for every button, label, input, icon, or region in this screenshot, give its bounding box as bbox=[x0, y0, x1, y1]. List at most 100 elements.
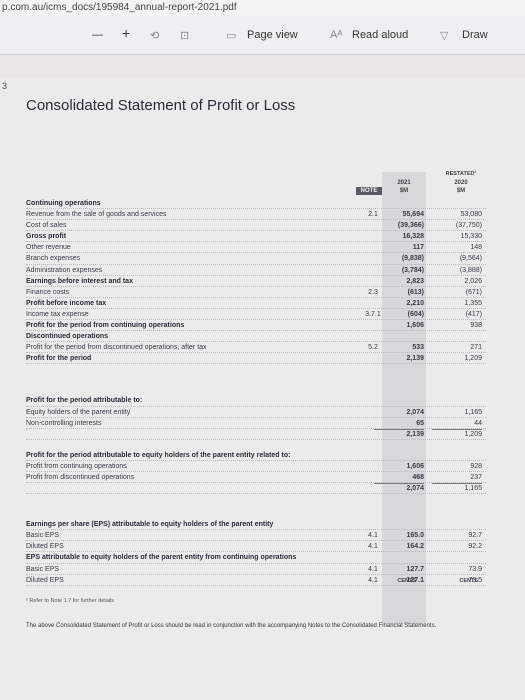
prior-value: 53,080 bbox=[460, 211, 482, 219]
row-label: Profit from discontinued operations bbox=[26, 473, 135, 481]
zoom-out[interactable]: — bbox=[92, 29, 103, 41]
current-value: 468 bbox=[412, 473, 424, 481]
draw[interactable]: Draw bbox=[462, 29, 488, 41]
prior-unit: $M bbox=[456, 188, 466, 194]
note-ref: 4.1 bbox=[368, 576, 378, 584]
prior-value: 73.9 bbox=[468, 565, 482, 573]
current-value: 2,210 bbox=[406, 299, 424, 307]
note-ref: 3.7.1 bbox=[365, 310, 381, 318]
current-value: 533 bbox=[412, 344, 424, 352]
note-ref: 2.1 bbox=[368, 211, 378, 219]
read-aloud-icon[interactable]: Aᴬ bbox=[330, 29, 343, 41]
row-label: Equity holders of the parent entity bbox=[26, 408, 131, 416]
row-label: Branch expenses bbox=[26, 255, 81, 263]
statement-row: Profit before income tax 2,210 1,355 bbox=[26, 298, 486, 309]
prior-value: 237 bbox=[470, 473, 482, 481]
prior-value: 1,355 bbox=[464, 299, 482, 307]
current-value: 2,074 bbox=[406, 408, 424, 416]
statement-row: Revenue from the sale of goods and servi… bbox=[26, 209, 486, 221]
fit-icon[interactable]: ⟲ bbox=[150, 30, 160, 42]
note-ref: 4.1 bbox=[368, 532, 378, 540]
row-label: Diluted EPS bbox=[26, 543, 64, 551]
statement-row: Discontinued operations bbox=[26, 331, 486, 343]
statement-row: Profit for the period from continuing op… bbox=[26, 320, 486, 332]
statement-row: Profit from continuing operations 1,606 92… bbox=[26, 461, 486, 472]
current-year-band bbox=[382, 172, 426, 624]
page-view-icon[interactable]: ▭ bbox=[226, 30, 237, 42]
statement-section: Profit for the period attributable to eq… bbox=[26, 450, 486, 495]
current-value: 16,328 bbox=[402, 233, 424, 241]
row-label: Profit before income tax bbox=[26, 299, 107, 307]
prior-value: 1,209 bbox=[432, 428, 482, 440]
page-fit-icon[interactable]: ⊡ bbox=[180, 30, 190, 42]
read-aloud[interactable]: Read aloud bbox=[352, 29, 409, 41]
document-title: Consolidated Statement of Profit or Loss bbox=[26, 97, 296, 114]
page-view[interactable]: Page view bbox=[247, 29, 298, 41]
row-label: Administration expenses bbox=[26, 266, 103, 274]
statement-row: Profit from discontinued operations 468 23… bbox=[26, 472, 486, 484]
prior-value: 148 bbox=[470, 244, 482, 252]
current-value: 127.7 bbox=[406, 565, 424, 573]
prior-value: 1,209 bbox=[464, 355, 482, 363]
current-value: 165.0 bbox=[406, 532, 424, 540]
prior-value: (417) bbox=[465, 310, 482, 318]
current-value: (39,366) bbox=[397, 222, 424, 230]
statement-row: 2,074 1,165 bbox=[26, 483, 486, 495]
current-value: 55,694 bbox=[402, 211, 424, 219]
row-label: Earnings per share (EPS) attributable to… bbox=[26, 521, 274, 529]
statement-row: Diluted EPS 4.1 127.1 73.5 bbox=[26, 575, 486, 586]
row-label: Finance costs bbox=[26, 288, 70, 296]
row-label: Revenue from the sale of goods and servi… bbox=[26, 211, 167, 219]
row-label: Diluted EPS bbox=[26, 576, 64, 584]
note-ref: 4.1 bbox=[368, 565, 378, 573]
statement-row: Basic EPS 4.1 165.0 92.7 bbox=[26, 530, 486, 542]
note-ref: 4.1 bbox=[368, 543, 378, 551]
row-label: EPS attributable to equity holders of th… bbox=[26, 554, 297, 562]
pdf-toolbar: — + ⟲ ⊡ ▭ Page view Aᴬ Read aloud ▽ Draw bbox=[0, 16, 525, 55]
row-label: Profit from continuing operations bbox=[26, 462, 127, 470]
draw-icon[interactable]: ▽ bbox=[440, 30, 449, 42]
row-label: Basic EPS bbox=[26, 532, 60, 540]
prior-value: 73.5 bbox=[468, 576, 482, 584]
prior-value: (9,564) bbox=[459, 255, 482, 263]
prior-year: 2020 bbox=[454, 180, 468, 186]
zoom-in[interactable]: + bbox=[122, 25, 131, 41]
closing-note: The above Consolidated Statement of Prof… bbox=[26, 623, 437, 629]
units-row: CENTS CENTS bbox=[26, 506, 486, 584]
prior-value: 1,165 bbox=[432, 483, 482, 494]
statement-section: Profit for the period attributable to: Eq… bbox=[26, 395, 486, 440]
row-label: Earnings before interest and tax bbox=[26, 277, 133, 285]
row-label: Gross profit bbox=[26, 233, 67, 241]
current-value: 1,606 bbox=[406, 462, 424, 470]
current-unit: $M bbox=[399, 188, 409, 194]
row-label: Basic EPS bbox=[26, 565, 60, 573]
current-value: (9,838) bbox=[401, 255, 424, 263]
current-unit: CENTS bbox=[397, 577, 416, 584]
row-label: Other revenue bbox=[26, 244, 71, 252]
current-value: 65 bbox=[416, 419, 424, 427]
statement-row: Administration expenses (3,784) (3,888) bbox=[26, 265, 486, 276]
current-value: 2,139 bbox=[374, 428, 424, 440]
statement-row: Income tax expense 3.7.1 (604) (417) bbox=[26, 309, 486, 321]
current-value: 117 bbox=[412, 244, 424, 252]
statement-row: Diluted EPS 4.1 164.2 92.2 bbox=[26, 541, 486, 553]
statement-section: Continuing operations Revenue from the sa… bbox=[26, 198, 486, 365]
statement-row: Continuing operations bbox=[26, 198, 486, 210]
row-label: Profit for the period from discontinued … bbox=[26, 344, 207, 352]
prior-value: 92.7 bbox=[468, 532, 482, 540]
note-ref: 2.3 bbox=[368, 288, 378, 296]
prior-value: 1,165 bbox=[464, 408, 482, 416]
statement-row: Profit for the period from discontinued … bbox=[26, 342, 486, 354]
statement-section: CENTS CENTS Earnings per share (EPS) attri… bbox=[26, 506, 486, 586]
prior-value: (671) bbox=[465, 288, 482, 296]
statement-row: Basic EPS 4.1 127.7 73.9 bbox=[26, 564, 486, 575]
prior-value: 15,330 bbox=[460, 233, 482, 241]
address-bar[interactable]: p.com.au/icms_docs/195984_annual-report-… bbox=[0, 0, 525, 16]
note-header: NOTE bbox=[356, 187, 382, 195]
statement-row: Earnings per share (EPS) attributable to… bbox=[26, 519, 486, 531]
statement-row: Finance costs 2.3 (613) (671) bbox=[26, 287, 486, 298]
statement-table: Continuing operations Revenue from the sa… bbox=[26, 198, 486, 586]
current-value: (604) bbox=[407, 310, 424, 318]
current-value: 2,823 bbox=[406, 277, 424, 285]
statement-row: 2,139 1,209 bbox=[26, 428, 486, 440]
